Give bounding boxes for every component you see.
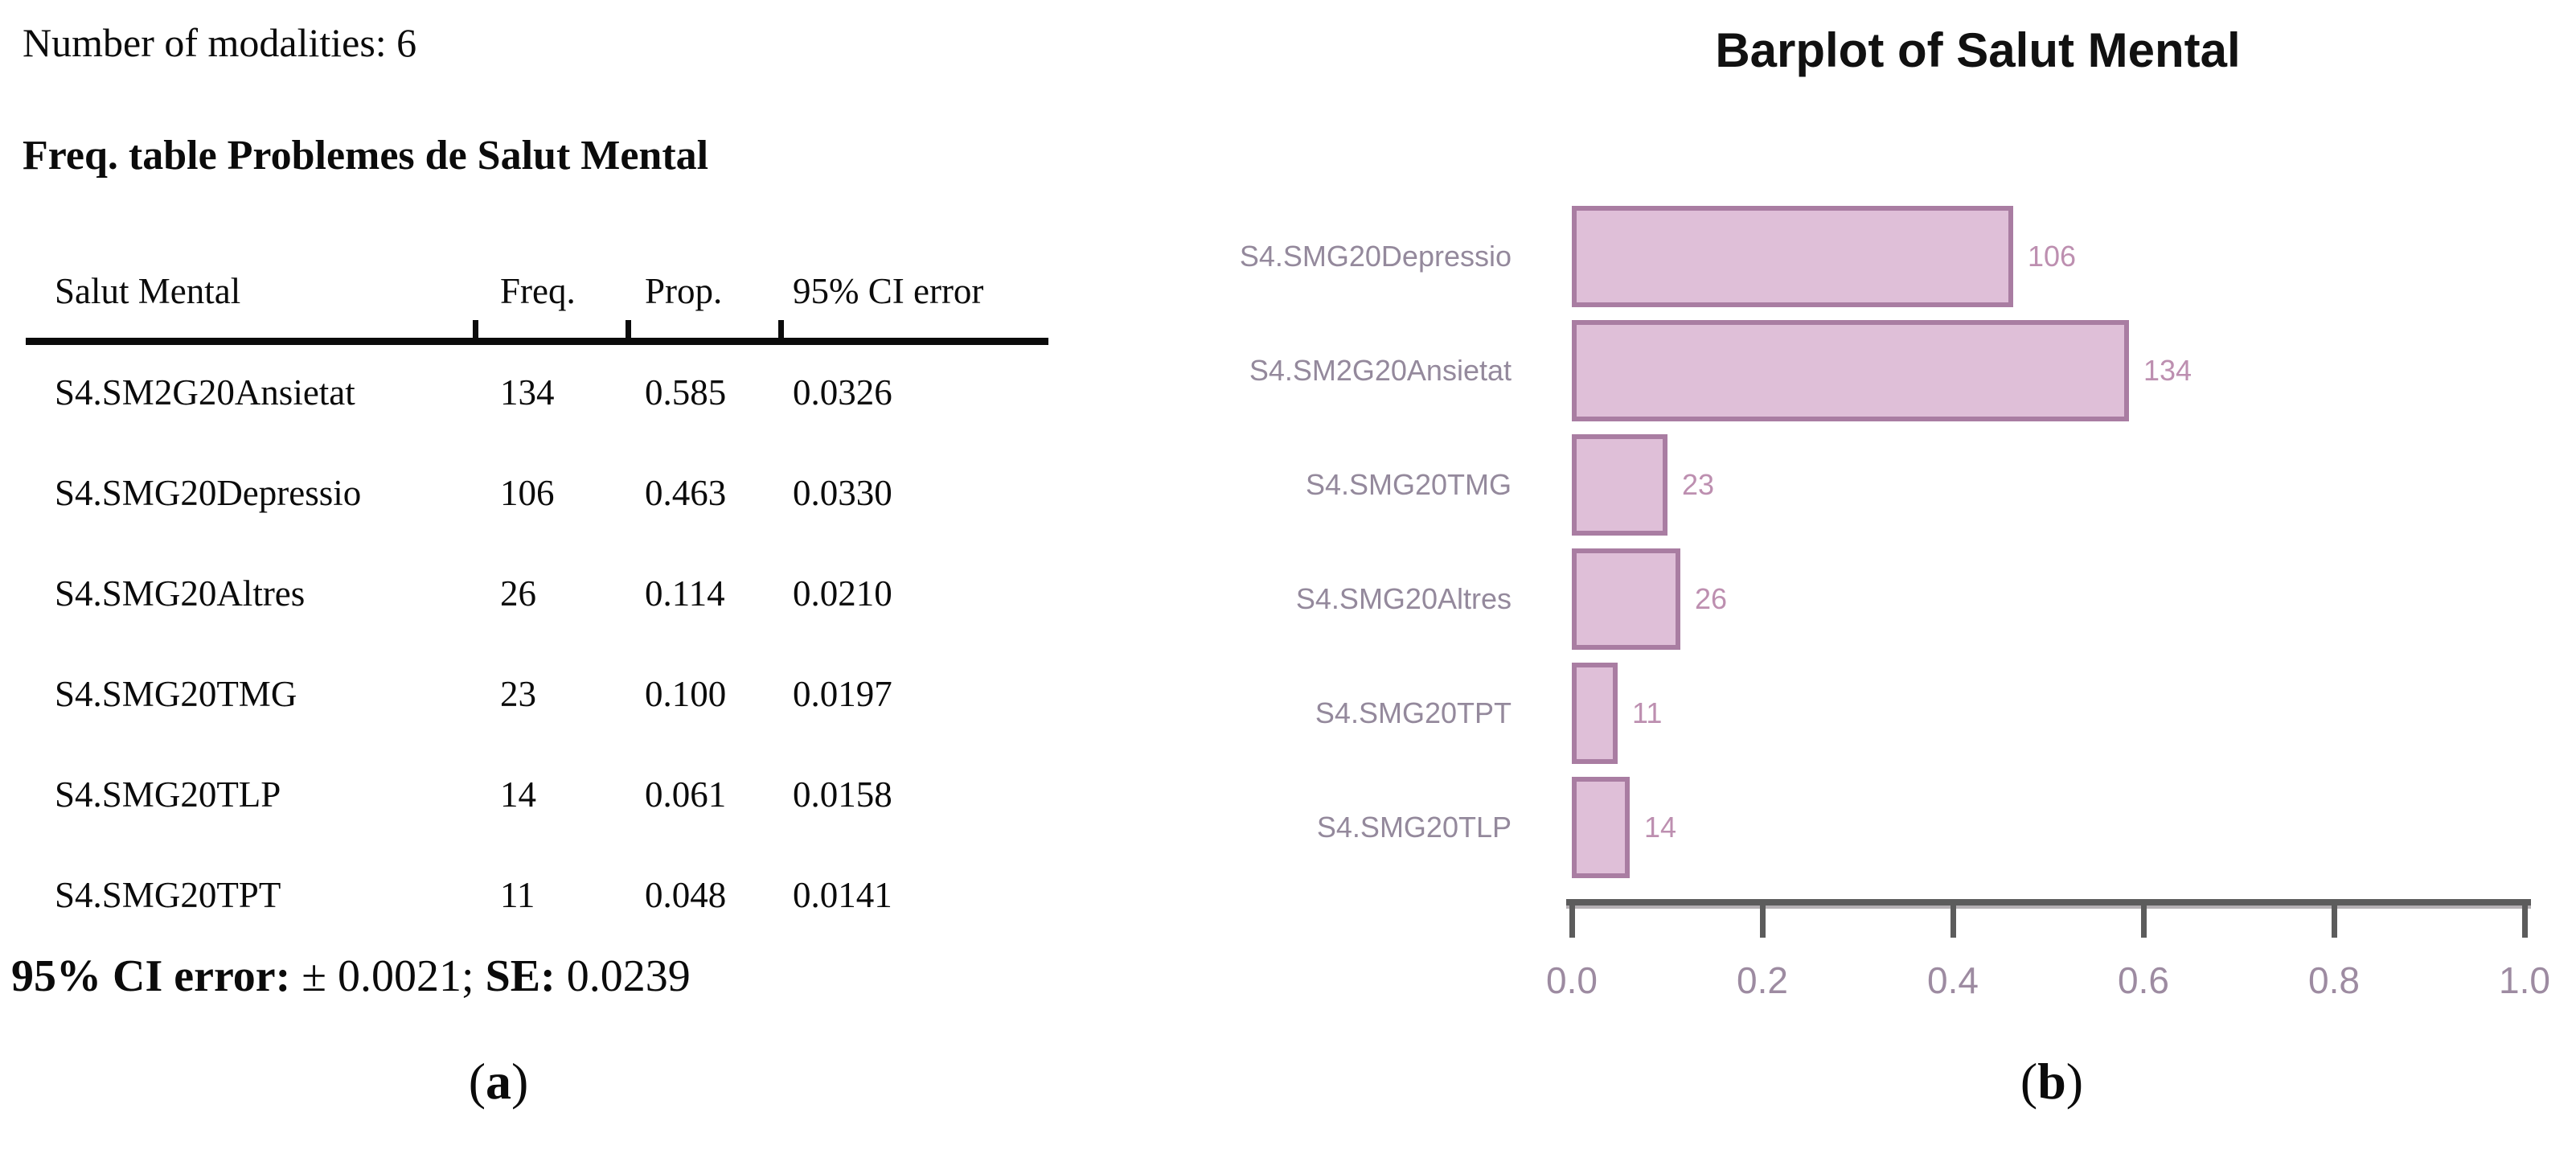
cell-freq: 23 — [500, 674, 536, 714]
bar-row: S4.SMG20TPT 11 — [0, 663, 2576, 764]
bar-row: S4.SMG20TMG 23 — [0, 434, 2576, 536]
column-header-freq: Freq. — [500, 271, 576, 311]
bar-row: S4.SM2G20Ansietat 134 — [0, 320, 2576, 421]
x-axis-tick — [1950, 905, 1956, 938]
cell-ci-error: 0.0330 — [793, 473, 892, 513]
ci-se-summary: 95% CI error: ± 0.0021; SE: 0.0239 — [11, 951, 691, 1002]
bar — [1572, 320, 2129, 421]
x-axis-tick-label: 0.6 — [2118, 959, 2169, 1001]
bar-category-label: S4.SMG20TPT — [1315, 696, 1512, 729]
cell-salut-mental: S4.SMG20TLP — [55, 774, 281, 815]
column-header-prop: Prop. — [645, 271, 723, 311]
freq-table-title: Freq. table Problemes de Salut Mental — [23, 133, 709, 179]
x-axis-tick — [1760, 905, 1766, 938]
cell-salut-mental: S4.SMG20Depressio — [55, 473, 362, 513]
bar-value-label: 134 — [2143, 354, 2192, 387]
caption-b-paren-open: ( — [2020, 1053, 2038, 1110]
caption-b-letter: b — [2037, 1053, 2066, 1110]
caption-b: (b) — [1907, 1052, 2197, 1111]
table-row: S4.SM2G20Ansietat 134 0.585 0.0326 — [0, 372, 1206, 417]
bar-value-label: 26 — [1695, 582, 1728, 615]
caption-b-paren-close: ) — [2065, 1053, 2084, 1110]
x-axis-tick-label: 0.0 — [1546, 959, 1598, 1001]
bar — [1572, 777, 1630, 878]
column-divider-tick — [626, 320, 631, 339]
cell-freq: 14 — [500, 774, 536, 815]
se-value: 0.0239 — [566, 951, 691, 1001]
cell-salut-mental: S4.SM2G20Ansietat — [55, 372, 355, 413]
bar — [1572, 206, 2013, 307]
cell-prop: 0.048 — [645, 875, 727, 915]
bar-value-label: 23 — [1682, 468, 1715, 501]
barplot-title: Barplot of Salut Mental — [1715, 23, 2241, 77]
caption-a-letter: a — [486, 1053, 511, 1110]
cell-freq: 106 — [500, 473, 555, 513]
table-row: S4.SMG20Depressio 106 0.463 0.0330 — [0, 472, 1206, 517]
caption-a: (a) — [354, 1052, 643, 1111]
bar — [1572, 663, 1618, 764]
bar — [1572, 548, 1680, 650]
freq-table-header: Salut Mental Freq. Prop. 95% CI error — [0, 270, 1206, 315]
bar-row: S4.SMG20TLP 14 — [0, 777, 2576, 878]
bar-category-label: S4.SMG20Altres — [1295, 582, 1512, 615]
cell-prop: 0.114 — [645, 573, 725, 614]
column-header-ci-error: 95% CI error — [793, 271, 984, 311]
cell-prop: 0.463 — [645, 473, 727, 513]
column-header-salut-mental: Salut Mental — [55, 271, 241, 311]
table-row: S4.SMG20TLP 14 0.061 0.0158 — [0, 774, 1206, 819]
bar-row: S4.SMG20Altres 26 — [0, 548, 2576, 650]
table-row: S4.SMG20Altres 26 0.114 0.0210 — [0, 573, 1206, 618]
bar — [1572, 434, 1667, 536]
modalities-line: Number of modalities: 6 — [23, 20, 417, 65]
ci-error-value: ± 0.0021; — [301, 951, 474, 1001]
x-axis-tick-label: 0.8 — [2308, 959, 2360, 1001]
cell-salut-mental: S4.SMG20TPT — [55, 875, 281, 915]
x-axis-tick — [2522, 905, 2528, 938]
cell-ci-error: 0.0326 — [793, 372, 892, 413]
table-row: S4.SMG20TMG 23 0.100 0.0197 — [0, 673, 1206, 718]
cell-ci-error: 0.0158 — [793, 774, 892, 815]
cell-freq: 11 — [500, 875, 535, 915]
cell-freq: 134 — [500, 372, 555, 413]
cell-ci-error: 0.0210 — [793, 573, 892, 614]
x-axis-tick — [1569, 905, 1575, 938]
caption-a-paren-close: ) — [511, 1053, 529, 1110]
cell-salut-mental: S4.SMG20Altres — [55, 573, 306, 614]
x-axis-tick — [2332, 905, 2337, 938]
bar-category-label: S4.SMG20TMG — [1305, 468, 1512, 501]
cell-freq: 26 — [500, 573, 536, 614]
bar-category-label: S4.SM2G20Ansietat — [1249, 354, 1512, 387]
table-header-rule — [26, 338, 1048, 345]
bar-value-label: 106 — [2028, 240, 2077, 273]
cell-prop: 0.061 — [645, 774, 727, 815]
bar-value-label: 14 — [1644, 811, 1677, 844]
x-axis-tick — [2141, 905, 2147, 938]
bar-value-label: 11 — [1632, 696, 1663, 729]
cell-ci-error: 0.0197 — [793, 674, 892, 714]
x-axis-tick-label: 0.4 — [1927, 959, 1979, 1001]
x-axis-tick-label: 0.2 — [1737, 959, 1788, 1001]
cell-prop: 0.585 — [645, 372, 727, 413]
column-divider-tick — [778, 320, 784, 339]
ci-error-label: 95% CI error: — [11, 951, 291, 1001]
bar-row: S4.SMG20Depressio 106 — [0, 206, 2576, 307]
bar-category-label: S4.SMG20TLP — [1316, 811, 1512, 844]
cell-prop: 0.100 — [645, 674, 727, 714]
cell-salut-mental: S4.SMG20TMG — [55, 674, 297, 714]
bar-category-label: S4.SMG20Depressio — [1239, 240, 1512, 273]
table-row: S4.SMG20TPT 11 0.048 0.0141 — [0, 874, 1206, 919]
se-label: SE: — [485, 951, 556, 1001]
caption-a-paren-open: ( — [468, 1053, 486, 1110]
cell-ci-error: 0.0141 — [793, 875, 892, 915]
column-divider-tick — [473, 320, 478, 339]
x-axis-tick-label: 1.0 — [2499, 959, 2550, 1001]
x-axis-line — [1566, 899, 2531, 909]
